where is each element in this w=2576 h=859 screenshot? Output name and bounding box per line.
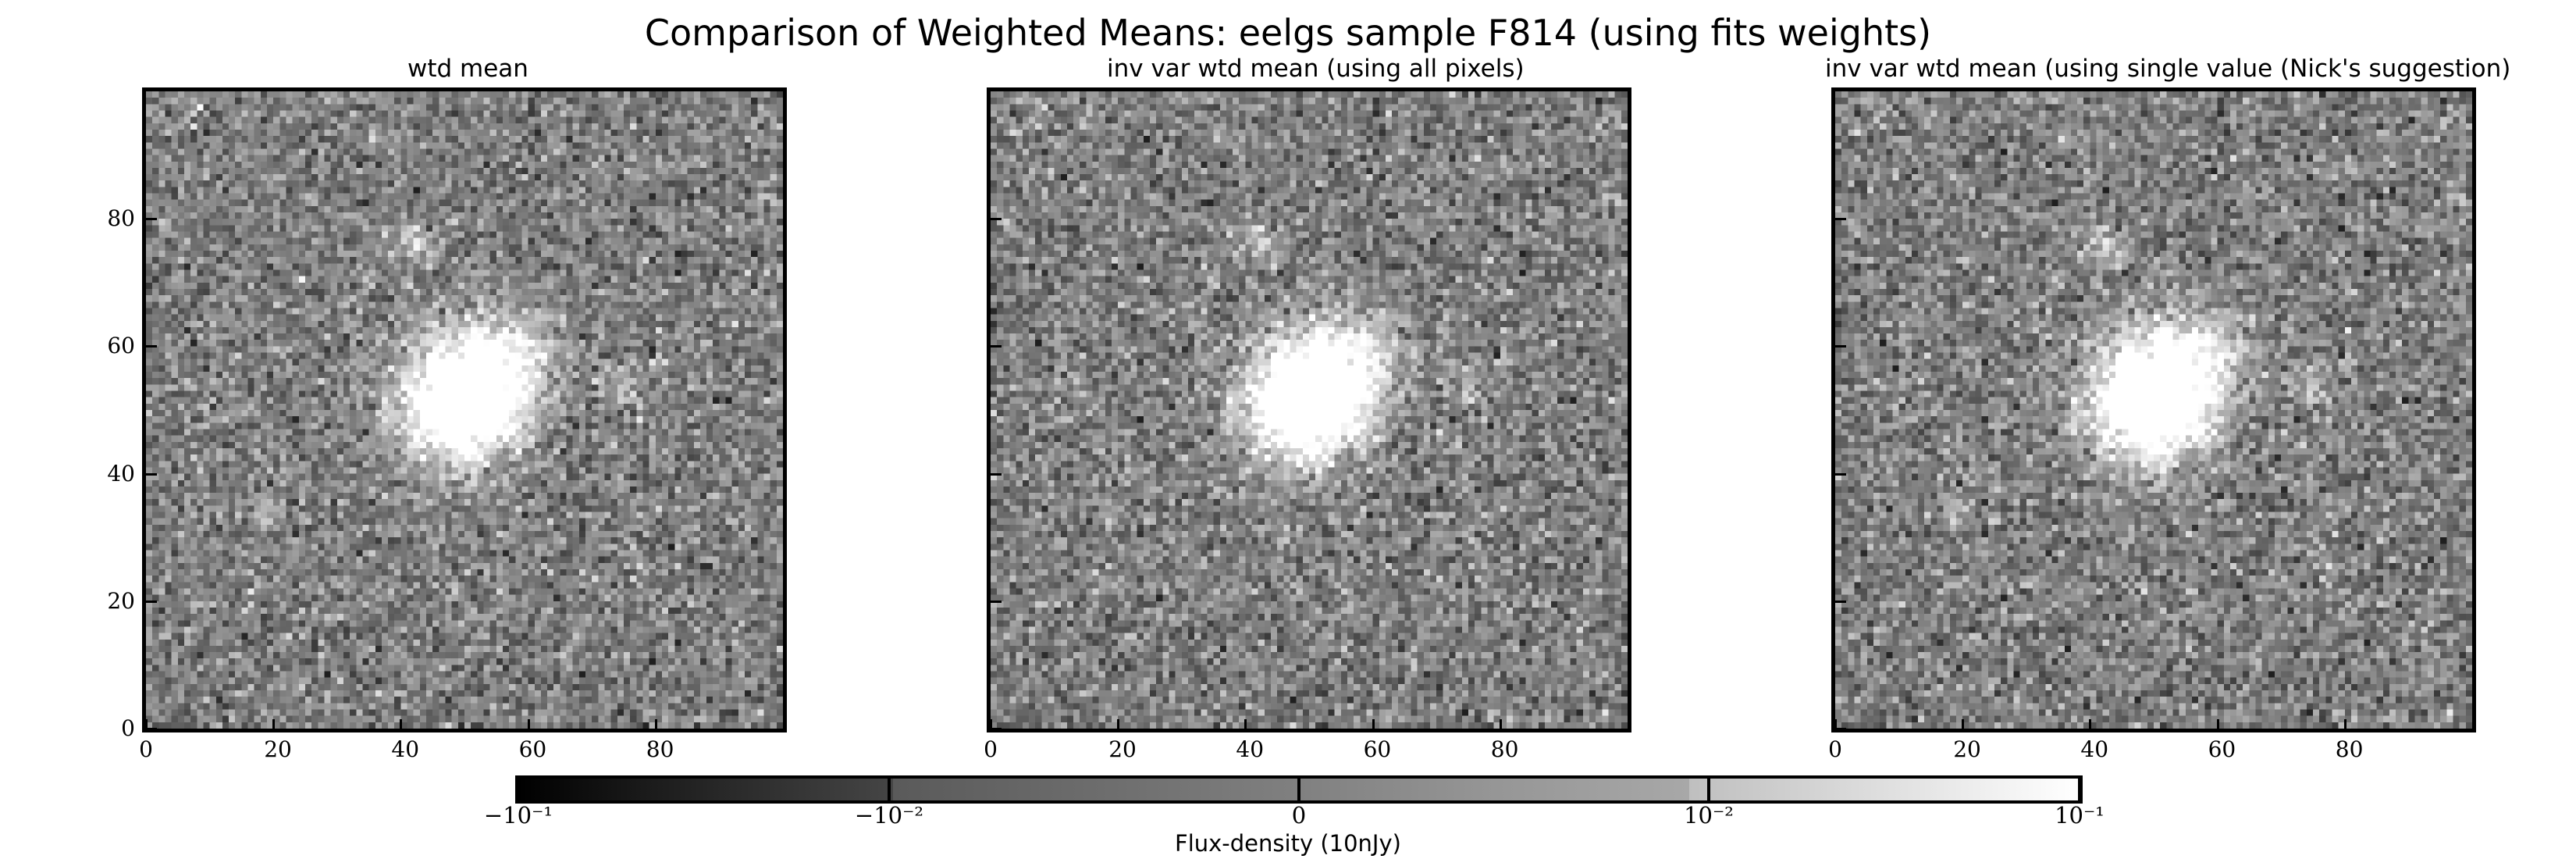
x-tick-mark [1244, 719, 1247, 729]
x-tick-mark [272, 719, 276, 729]
x-tick-label: 0 [984, 736, 998, 762]
colorbar-tick-mark [2078, 779, 2081, 800]
heatmap-image [991, 91, 1628, 729]
y-tick-mark [1835, 218, 1846, 221]
y-tick-mark [146, 218, 157, 221]
y-tick-label: 60 [107, 333, 135, 359]
x-tick-label: 80 [1490, 736, 1519, 762]
colorbar-label: Flux-density (10nJy) [1175, 830, 1401, 857]
y-tick-mark [991, 472, 1002, 476]
heatmap-image [146, 91, 783, 729]
y-tick-mark [991, 600, 1002, 603]
y-tick-mark [991, 728, 1002, 730]
x-tick-mark [1117, 719, 1120, 729]
colorbar-tick-label: 10⁻¹ [2055, 802, 2105, 829]
colorbar-tick-mark [1297, 779, 1300, 800]
heatmap-image [1835, 91, 2472, 729]
x-tick-mark [400, 719, 403, 729]
y-tick-mark [1835, 728, 1846, 730]
panel-title-inv-var-single-value: inv var wtd mean (using single value (Ni… [1825, 55, 2511, 83]
y-tick-mark [146, 728, 157, 730]
x-tick-label: 60 [2208, 736, 2236, 762]
colorbar-tick-label: −10⁻¹ [483, 802, 553, 829]
x-tick-label: 60 [518, 736, 547, 762]
y-tick-mark [1835, 472, 1846, 476]
x-tick-label: 0 [139, 736, 153, 762]
y-tick-mark [1835, 345, 1846, 348]
x-tick-label: 40 [2080, 736, 2109, 762]
x-tick-label: 60 [1363, 736, 1392, 762]
heatmap-panel-inv-var-single-value [1831, 87, 2476, 732]
y-tick-mark [1835, 600, 1846, 603]
x-tick-label: 20 [1953, 736, 1981, 762]
x-tick-mark [1372, 719, 1375, 729]
x-tick-label: 20 [1108, 736, 1137, 762]
x-tick-mark [527, 719, 530, 729]
colorbar-tick-label: −10⁻² [854, 802, 924, 829]
y-tick-mark [146, 345, 157, 348]
y-tick-mark [991, 218, 1002, 221]
x-tick-mark [1499, 719, 1502, 729]
x-tick-label: 40 [1236, 736, 1265, 762]
panel-title-wtd-mean: wtd mean [407, 55, 528, 83]
colorbar-tick-label: 0 [1291, 802, 1307, 829]
colorbar-tick-mark [517, 779, 520, 800]
x-tick-label: 20 [264, 736, 292, 762]
panel-title-inv-var-all-pixels: inv var wtd mean (using all pixels) [1107, 55, 1525, 83]
x-tick-mark [2343, 719, 2347, 729]
x-tick-mark [1834, 719, 1837, 729]
y-tick-mark [146, 472, 157, 476]
colorbar-tick-label: 10⁻² [1684, 802, 1734, 829]
y-tick-label: 80 [107, 205, 135, 232]
x-tick-mark [990, 719, 992, 729]
x-tick-mark [2216, 719, 2219, 729]
colorbar-tick-mark [1707, 779, 1710, 800]
x-tick-mark [2089, 719, 2092, 729]
x-tick-mark [1962, 719, 1965, 729]
heatmap-panel-inv-var-all-pixels [987, 87, 1631, 732]
y-tick-label: 0 [121, 715, 135, 741]
x-tick-mark [654, 719, 657, 729]
heatmap-panel-wtd-mean [142, 87, 787, 732]
y-tick-label: 20 [107, 587, 135, 614]
x-tick-label: 80 [2335, 736, 2364, 762]
colorbar-tick-mark [888, 779, 891, 800]
x-tick-label: 80 [646, 736, 674, 762]
x-tick-mark [145, 719, 148, 729]
figure-title: Comparison of Weighted Means: eelgs samp… [644, 12, 1932, 54]
y-tick-label: 40 [107, 460, 135, 487]
x-tick-label: 0 [1828, 736, 1842, 762]
y-tick-mark [991, 345, 1002, 348]
x-tick-label: 40 [391, 736, 420, 762]
y-tick-mark [146, 600, 157, 603]
